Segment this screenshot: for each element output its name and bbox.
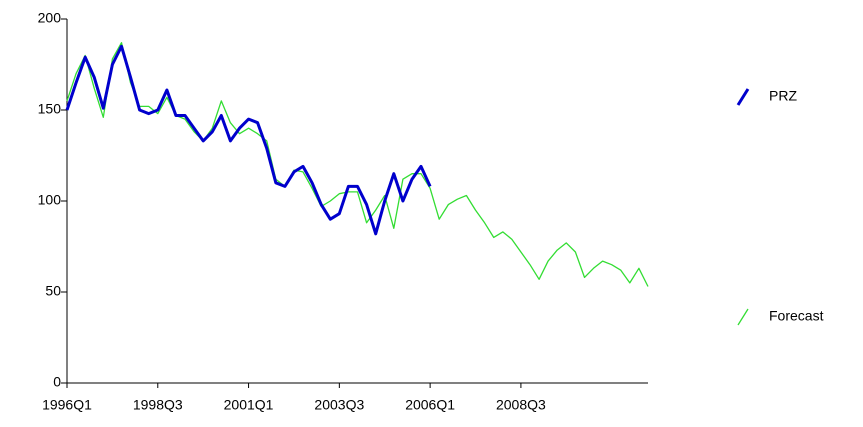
x-tick-label: 1996Q1 [42, 397, 92, 413]
x-tick-label: 2008Q3 [496, 397, 546, 413]
y-tick-label: 50 [45, 283, 61, 299]
y-tick-label: 200 [38, 10, 62, 26]
y-tick-label: 100 [38, 192, 62, 208]
legend-swatch [736, 88, 750, 106]
x-tick-label: 2003Q3 [314, 397, 364, 413]
x-tick-label: 2001Q1 [224, 397, 274, 413]
y-tick-label: 0 [53, 374, 61, 390]
series-line [65, 44, 432, 236]
legend-label: Forecast [769, 308, 824, 324]
legend-swatch [737, 308, 749, 326]
y-tick-label: 150 [38, 101, 62, 117]
series-line [66, 42, 649, 287]
x-tick-label: 1998Q3 [133, 397, 183, 413]
legend-label: PRZ [769, 88, 797, 104]
x-tick-label: 2006Q1 [405, 397, 455, 413]
